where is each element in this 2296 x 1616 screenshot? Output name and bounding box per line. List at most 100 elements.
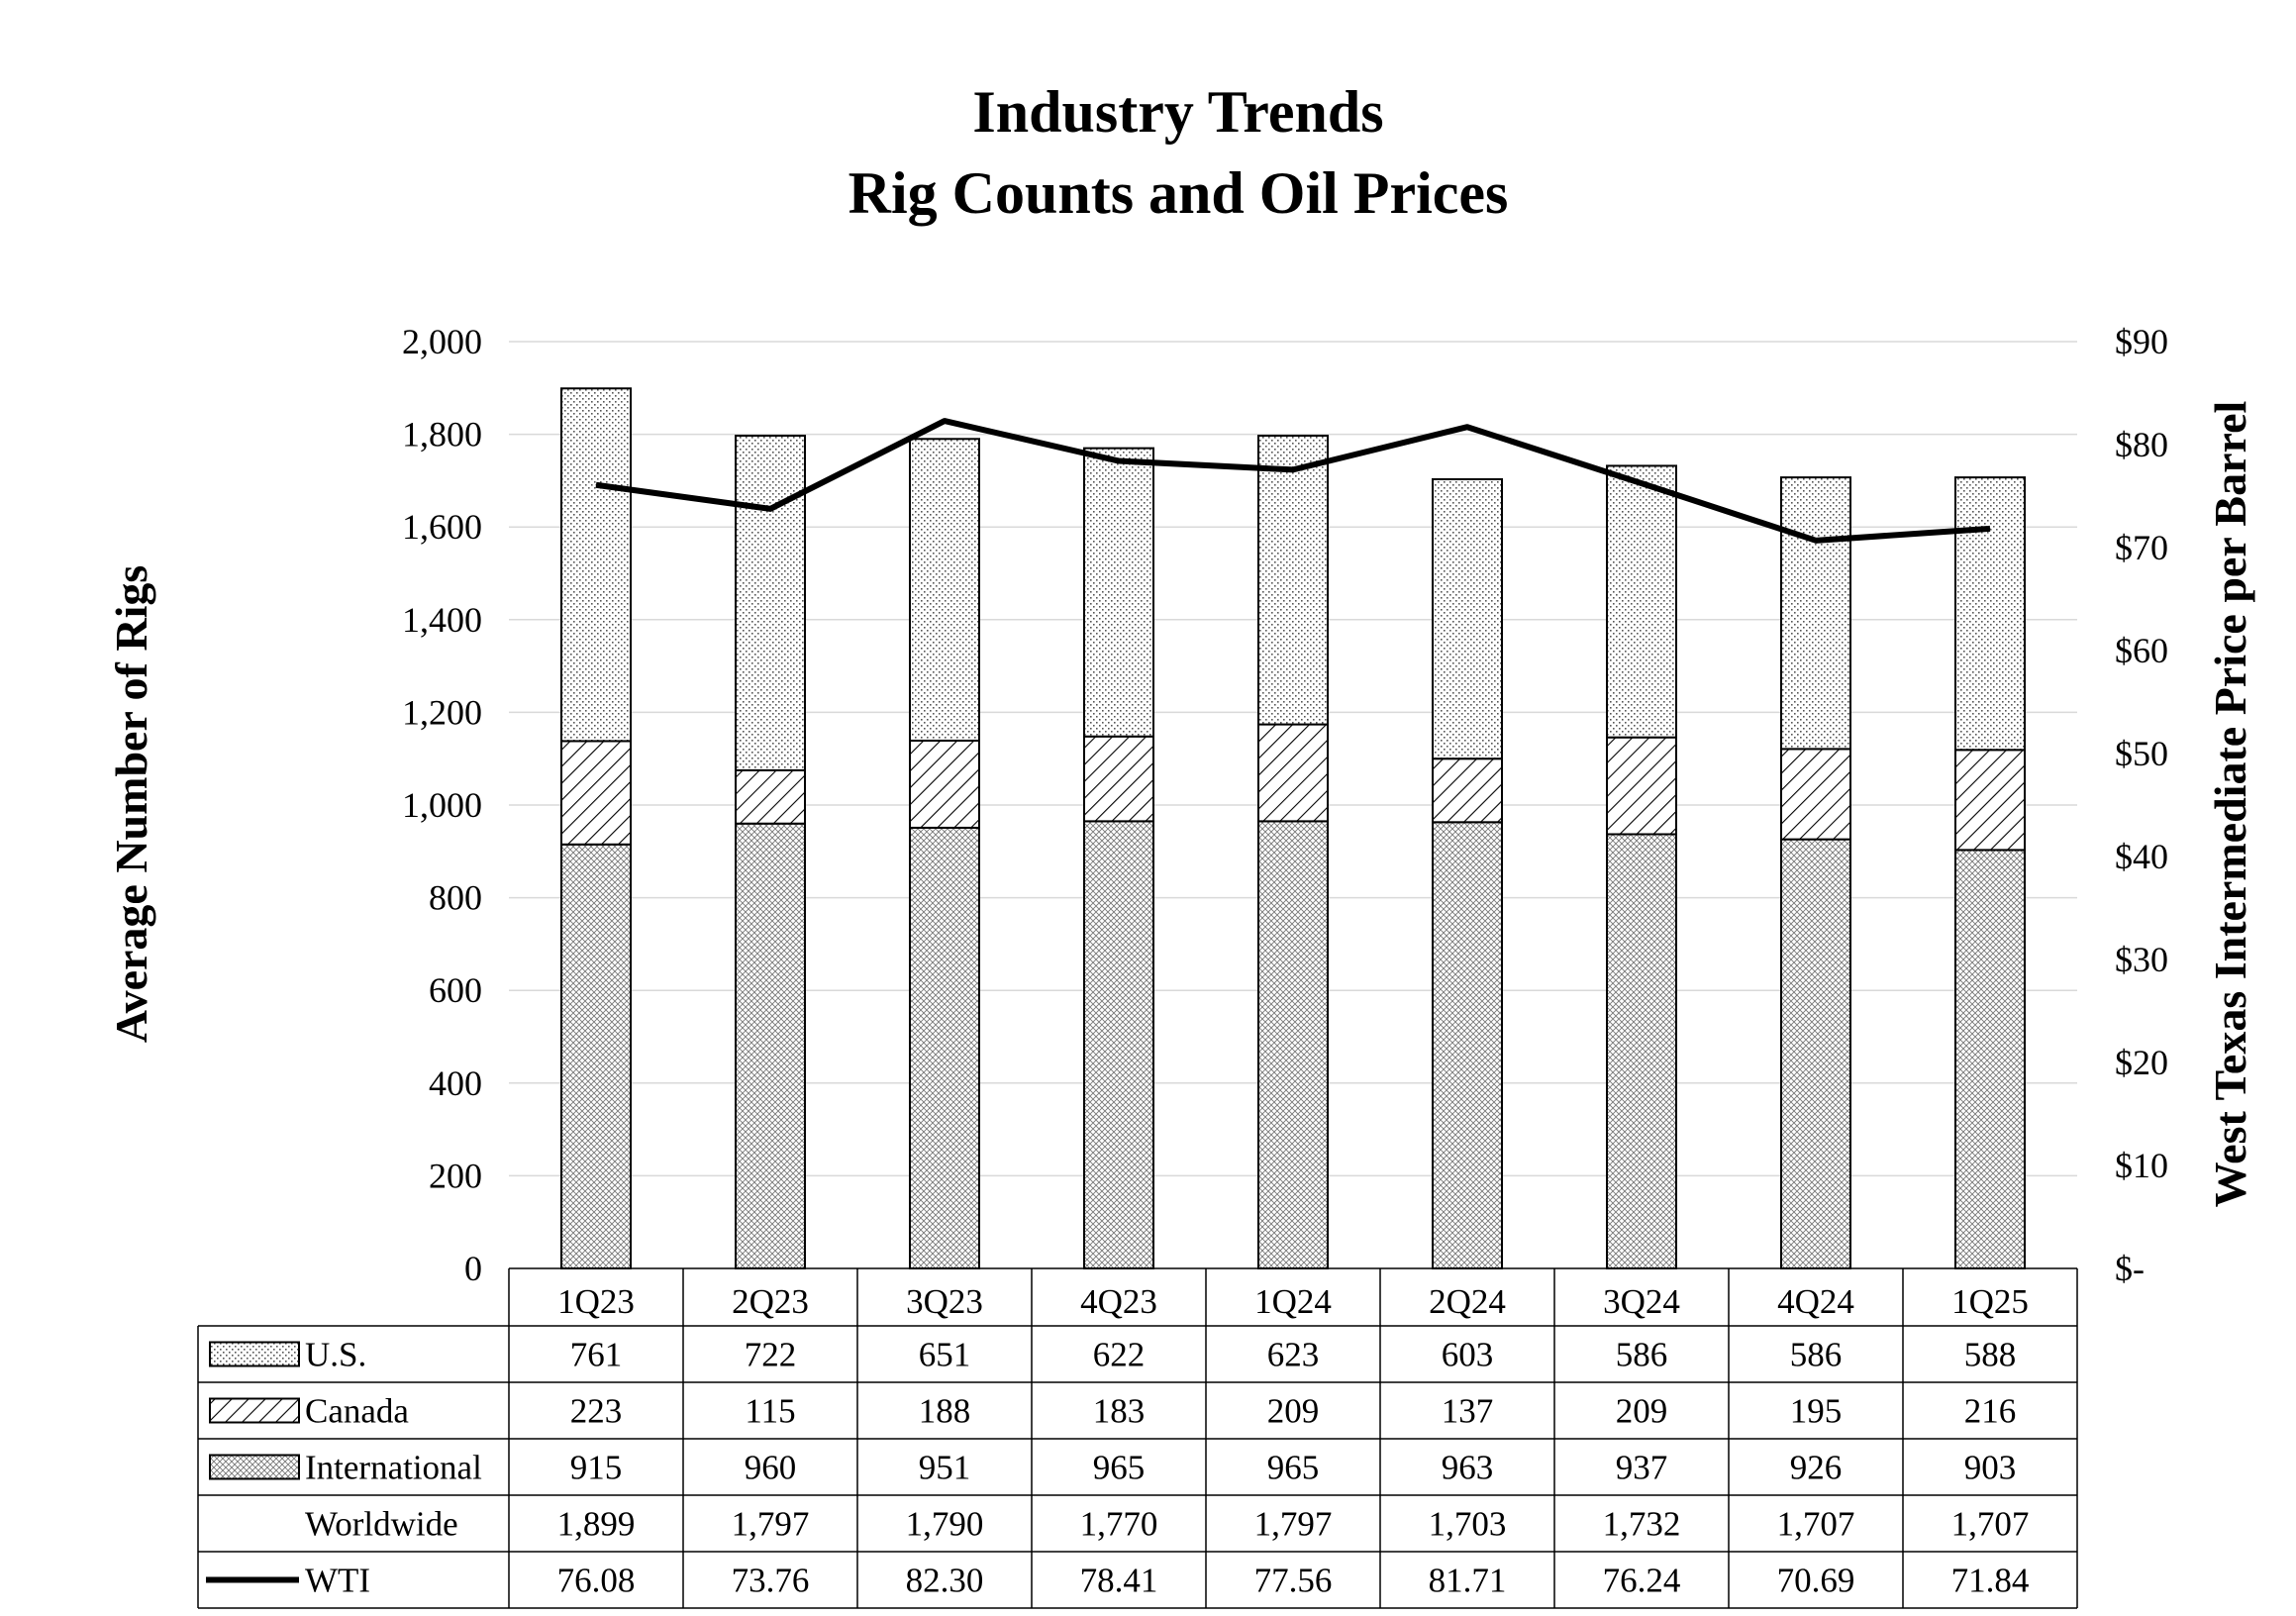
y2-tick-label: $30 [2115,940,2168,979]
table-cell-canada: 188 [919,1392,971,1431]
table-cell-worldwide: 1,797 [732,1505,810,1544]
bar-canada-4q24 [1780,748,1851,841]
bar-international-2q24 [1432,821,1503,1269]
table-cell-international: 963 [1442,1449,1494,1487]
table-cell-canada: 223 [570,1392,623,1431]
y2-tick-label: $80 [2115,425,2168,464]
y-tick-label: 1,200 [402,692,482,732]
bar-us-4q23 [1083,447,1154,738]
x-tick-label: 2Q23 [732,1282,809,1321]
bar-canada-1q23 [560,740,632,846]
wti-point-1q24 [1292,468,1294,470]
wti-point-1q23 [595,484,597,486]
legend-label-us: U.S. [305,1336,366,1374]
y2-tick-label: $70 [2115,528,2168,567]
bar-us-2q23 [735,435,806,771]
bar-canada-3q24 [1606,736,1677,836]
y2-tick-label: $90 [2115,322,2168,361]
wti-line [595,418,1991,544]
bar-canada-4q23 [1083,735,1154,823]
bar-canada-2q23 [735,768,806,825]
bar-canada-2q24 [1432,758,1503,824]
x-tick-label: 1Q24 [1254,1282,1332,1321]
y-tick-label: 600 [429,970,482,1010]
bar-us-3q24 [1606,464,1677,739]
table-cell-wti: 71.84 [1951,1562,2030,1600]
bar-international-4q24 [1780,838,1851,1270]
legend-swatch-international [209,1454,300,1480]
x-tick-label: 3Q24 [1603,1282,1680,1321]
legend-swatch-us [209,1341,300,1367]
table-cell-wti: 81.71 [1429,1562,1507,1600]
y-tick-label: 1,600 [402,507,482,547]
table-cell-us: 622 [1093,1336,1146,1374]
data-table: 1Q23 2Q23 3Q23 4Q23 1Q24 2Q24 3Q24 4Q24 1Q25 U.S.… [197,1267,2078,1609]
y-tick-label: 200 [429,1156,482,1195]
table-cell-us: 603 [1442,1336,1494,1374]
x-tick-label: 4Q23 [1080,1282,1157,1321]
bar-us-3q23 [909,438,980,742]
table-cell-international: 951 [919,1449,971,1487]
bar-us-1q25 [1954,476,2026,752]
x-tick-label: 1Q25 [1951,1282,2029,1321]
wti-point-2q23 [769,508,771,510]
table-cell-international: 937 [1616,1449,1668,1487]
x-tick-label: 2Q24 [1429,1282,1506,1321]
table-cell-canada: 115 [745,1392,795,1431]
y2-tick-label: $60 [2115,631,2168,670]
table-cell-international: 915 [570,1449,623,1487]
table-cell-international: 903 [1964,1449,2017,1487]
table-cell-wti: 78.41 [1080,1562,1158,1600]
y2-tick-label: $50 [2115,734,2168,773]
legend-label-canada: Canada [305,1392,409,1431]
bars [560,387,2026,1270]
table-cell-international: 926 [1790,1449,1843,1487]
wti-point-3q23 [944,420,946,422]
bar-international-1q24 [1257,820,1329,1269]
table-cell-canada: 209 [1267,1392,1320,1431]
y-tick-label: 2,000 [402,322,482,361]
bar-international-2q23 [735,822,806,1269]
table-cell-us: 651 [919,1336,971,1374]
bar-us-2q24 [1432,477,1503,760]
table-cell-canada: 216 [1964,1392,2017,1431]
legend-label-wti: WTI [305,1562,370,1600]
x-tick-label: 4Q24 [1777,1282,1854,1321]
table-cell-canada: 195 [1790,1392,1843,1431]
table-cell-wti: 77.56 [1254,1562,1333,1600]
y2-tick-label: $40 [2115,837,2168,876]
table-cell-worldwide: 1,899 [557,1505,636,1544]
y-tick-label: 1,400 [402,600,482,640]
table-cell-worldwide: 1,732 [1603,1505,1681,1544]
table-cell-wti: 70.69 [1777,1562,1855,1600]
y-tick-label: 1,000 [402,785,482,825]
y-axis-ticks: 0 200 400 600 800 1,000 1,200 1,400 1,600 1,800 2,… [402,322,482,1288]
bar-us-1q23 [560,387,632,743]
bar-international-4q23 [1083,820,1154,1269]
bar-international-1q23 [560,843,632,1270]
wti-point-4q23 [1118,460,1120,462]
table-cell-canada: 209 [1616,1392,1668,1431]
y-tick-label: 1,800 [402,415,482,454]
table-cell-wti: 73.76 [732,1562,810,1600]
legend-label-worldwide: Worldwide [305,1505,458,1544]
wti-point-1q25 [1989,528,1991,530]
table-cell-us: 623 [1267,1336,1320,1374]
table-cell-worldwide: 1,790 [906,1505,984,1544]
y-tick-label: 0 [464,1249,482,1288]
table-cell-worldwide: 1,703 [1429,1505,1507,1544]
y2-axis-ticks: $- $10 $20 $30 $40 $50 $60 $70 $80 $90 [2115,322,2168,1288]
table-cell-canada: 137 [1442,1392,1494,1431]
table-cell-us: 761 [570,1336,623,1374]
table-cell-wti: 82.30 [906,1562,984,1600]
table-cell-worldwide: 1,797 [1254,1505,1333,1544]
bar-international-3q24 [1606,833,1677,1269]
table-cell-international: 960 [745,1449,797,1487]
y2-tick-label: $10 [2115,1146,2168,1185]
table-cell-international: 965 [1093,1449,1146,1487]
table-cell-us: 722 [745,1336,797,1374]
chart-title-line2: Rig Counts and Oil Prices [849,160,1509,226]
table-cell-canada: 183 [1093,1392,1146,1431]
y-tick-label: 800 [429,878,482,918]
